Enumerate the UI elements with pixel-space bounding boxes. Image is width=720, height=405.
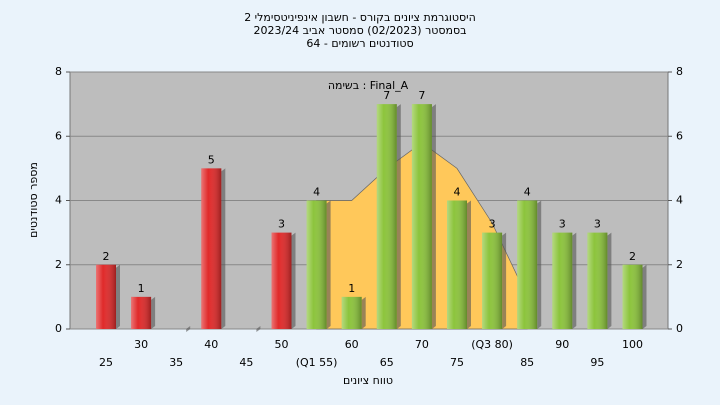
bar-shadow (116, 264, 120, 329)
bar-shadow (642, 264, 647, 329)
data-label: 5 (208, 153, 215, 166)
x-tick-label: 95 (590, 356, 604, 369)
data-label: 7 (418, 89, 425, 102)
bar-shade (201, 168, 222, 329)
x-tick-label: 65 (380, 356, 394, 369)
y2-tick-label: 8 (676, 65, 683, 78)
x-tick-label: 30 (134, 338, 148, 351)
data-label: 3 (489, 218, 496, 231)
data-label: 3 (278, 218, 285, 231)
data-label: 1 (138, 282, 145, 295)
bar-shadow (607, 232, 612, 329)
title-line: בסמסטר (02/2023) סמסטר אביב 2023/24 (253, 24, 466, 37)
bar-shadow (361, 296, 366, 329)
x-tick-label: 70 (415, 338, 429, 351)
bar-shade (587, 232, 608, 329)
x-tick-label: 90 (555, 338, 569, 351)
bar-shadow (502, 232, 507, 329)
x-tick-label: (Q1 55) (296, 356, 338, 369)
data-label: 3 (559, 218, 566, 231)
x-axis-label: טווח ציונים (343, 374, 393, 387)
y-tick-label: 8 (55, 65, 62, 78)
y2-tick-label: 0 (676, 322, 683, 335)
bar-shadow (291, 232, 296, 329)
x-tick-label: 40 (204, 338, 218, 351)
data-label: 2 (103, 250, 110, 263)
title-line: היסטוגרמת ציונים בקורס - חשבון אינפיניטס… (244, 11, 476, 24)
bar-shade (306, 200, 327, 329)
data-label: 7 (383, 89, 390, 102)
data-label: 4 (454, 186, 461, 199)
x-tick-label: (Q3 80) (471, 338, 513, 351)
y-axis-label: מספר סטודנטים (27, 162, 40, 238)
bar-shadow (467, 200, 471, 329)
data-label: 4 (524, 186, 531, 199)
bar-shade (271, 232, 292, 329)
bar-shadow (572, 232, 577, 329)
x-tick-label: 35 (169, 356, 183, 369)
x-tick-label: 75 (450, 356, 464, 369)
x-tick-label: 60 (345, 338, 359, 351)
bar-shadow (537, 200, 542, 329)
x-tick-label: 100 (622, 338, 643, 351)
bar-shadow (151, 296, 156, 329)
bar-shade (96, 264, 116, 329)
bar-shade (622, 264, 643, 329)
data-label: 2 (629, 250, 636, 263)
bar-shade (517, 200, 538, 329)
x-tick-label: 50 (275, 338, 289, 351)
y2-tick-label: 4 (676, 194, 683, 207)
bar-shadow (396, 104, 401, 329)
bar-shade (131, 296, 152, 329)
bar-shade (376, 104, 397, 329)
bar-shade (552, 232, 573, 329)
data-label: 3 (594, 218, 601, 231)
y2-tick-label: 6 (676, 129, 683, 142)
y2-tick-label: 2 (676, 258, 683, 271)
title-line: סטודנטים רשומים - 64 (306, 37, 413, 50)
y-tick-label: 6 (55, 129, 62, 142)
x-tick-label: 25 (99, 356, 113, 369)
x-tick-label: 85 (520, 356, 534, 369)
data-label: 1 (348, 282, 355, 295)
y-tick-label: 2 (55, 258, 62, 271)
y-tick-label: 0 (55, 322, 62, 335)
data-label: 4 (313, 186, 320, 199)
bar-shade (341, 296, 362, 329)
bar-shadow (326, 200, 331, 329)
bar-shadow (431, 104, 436, 329)
bar-shadow (256, 326, 261, 332)
y-tick-label: 4 (55, 194, 62, 207)
bar-shadow (186, 326, 191, 332)
bar-shade (411, 104, 432, 329)
bar-shade (482, 232, 503, 329)
bar-shadow (221, 168, 226, 329)
x-tick-label: 45 (239, 356, 253, 369)
annotation: בשימה : Final_A (328, 79, 409, 92)
bar-shade (447, 200, 467, 329)
